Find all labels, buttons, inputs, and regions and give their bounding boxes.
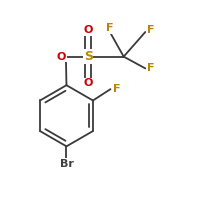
- Text: O: O: [57, 52, 66, 62]
- Text: S: S: [84, 50, 93, 63]
- Text: F: F: [147, 63, 154, 73]
- Text: O: O: [83, 78, 93, 88]
- Text: F: F: [113, 84, 121, 94]
- Text: Br: Br: [60, 159, 73, 169]
- Text: F: F: [106, 23, 114, 33]
- Text: F: F: [147, 25, 154, 35]
- Text: O: O: [83, 25, 93, 35]
